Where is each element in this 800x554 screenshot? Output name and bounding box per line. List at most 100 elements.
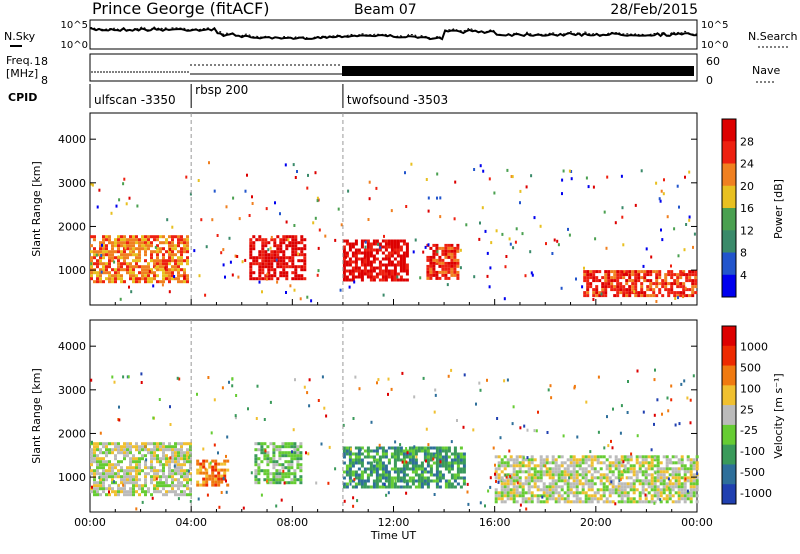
data-pixel	[105, 472, 108, 476]
data-pixel	[521, 232, 524, 236]
data-pixel	[682, 291, 686, 295]
data-pixel	[318, 228, 321, 232]
data-pixel	[363, 260, 367, 264]
data-pixel	[641, 488, 645, 492]
data-pixel	[273, 238, 277, 242]
data-pixel	[283, 481, 286, 485]
data-pixel	[165, 268, 168, 272]
data-pixel	[124, 246, 127, 250]
data-pixel	[404, 171, 406, 175]
data-pixel	[399, 260, 403, 264]
data-pixel	[132, 268, 135, 272]
data-pixel	[539, 464, 543, 468]
data-pixel	[459, 461, 463, 465]
data-pixel	[269, 478, 273, 482]
data-pixel	[656, 464, 660, 468]
data-pixel	[688, 288, 692, 292]
data-pixel	[426, 258, 430, 262]
data-pixel	[659, 482, 663, 486]
data-pixel	[123, 472, 126, 476]
data-pixel	[683, 485, 687, 489]
data-pixel	[617, 476, 621, 480]
data-pixel	[557, 243, 560, 247]
data-pixel	[405, 449, 409, 453]
data-pixel	[664, 273, 668, 277]
data-pixel	[554, 497, 558, 501]
data-pixel	[596, 476, 600, 480]
data-pixel	[683, 494, 687, 498]
data-pixel	[535, 429, 538, 433]
data-pixel	[90, 490, 93, 494]
data-pixel	[566, 473, 570, 477]
data-pixel	[177, 442, 180, 446]
data-pixel	[608, 467, 612, 471]
data-pixel	[509, 455, 513, 459]
data-pixel	[642, 264, 645, 268]
data-pixel	[604, 270, 608, 274]
data-pixel	[381, 239, 385, 243]
data-pixel	[145, 458, 148, 462]
data-pixel	[257, 472, 261, 476]
data-pixel	[597, 375, 600, 379]
data-pixel	[679, 270, 683, 274]
data-pixel	[619, 282, 623, 286]
data-pixel	[680, 494, 684, 498]
data-pixel	[165, 463, 168, 467]
data-pixel	[305, 451, 307, 455]
data-pixel	[495, 229, 498, 233]
data-pixel	[674, 423, 677, 427]
data-pixel	[521, 485, 525, 489]
data-pixel	[694, 282, 698, 286]
data-pixel	[273, 244, 277, 248]
x-tick-label: 12:00	[378, 516, 410, 529]
data-pixel	[652, 288, 656, 292]
data-pixel	[441, 267, 445, 271]
data-pixel	[542, 488, 546, 492]
data-pixel	[429, 255, 433, 259]
data-pixel	[265, 207, 268, 211]
date-title: 28/Feb/2015	[610, 2, 698, 18]
data-pixel	[560, 455, 564, 459]
data-pixel	[354, 482, 358, 486]
data-pixel	[462, 482, 466, 486]
data-pixel	[390, 272, 394, 276]
data-pixel	[494, 472, 496, 476]
data-pixel	[114, 241, 117, 245]
data-pixel	[563, 500, 567, 504]
data-pixel	[168, 445, 171, 449]
data-pixel	[198, 274, 201, 278]
data-pixel	[294, 241, 298, 245]
data-pixel	[435, 482, 439, 486]
data-pixel	[266, 475, 270, 479]
data-pixel	[569, 491, 573, 495]
data-pixel	[211, 218, 214, 222]
data-pixel	[348, 479, 352, 483]
data-pixel	[303, 247, 307, 251]
data-pixel	[608, 479, 612, 483]
data-pixel	[387, 242, 391, 246]
data-pixel	[519, 426, 522, 430]
data-pixel	[638, 470, 642, 474]
data-pixel	[610, 279, 614, 283]
data-pixel	[114, 466, 117, 470]
data-pixel	[375, 458, 379, 462]
data-pixel	[426, 464, 430, 468]
data-pixel	[548, 473, 552, 477]
data-pixel	[357, 482, 361, 486]
data-pixel	[138, 445, 141, 449]
data-pixel	[604, 288, 608, 292]
data-pixel	[444, 461, 448, 465]
data-pixel	[518, 491, 522, 495]
data-pixel	[456, 419, 458, 422]
data-pixel	[650, 464, 654, 468]
data-pixel	[605, 473, 609, 477]
data-pixel	[90, 250, 93, 254]
data-pixel	[220, 474, 224, 478]
data-pixel	[497, 467, 501, 471]
data-pixel	[366, 248, 370, 252]
data-pixel	[294, 244, 298, 248]
data-pixel	[644, 500, 648, 504]
data-pixel	[411, 458, 415, 462]
data-pixel	[387, 272, 391, 276]
data-pixel	[488, 285, 491, 289]
